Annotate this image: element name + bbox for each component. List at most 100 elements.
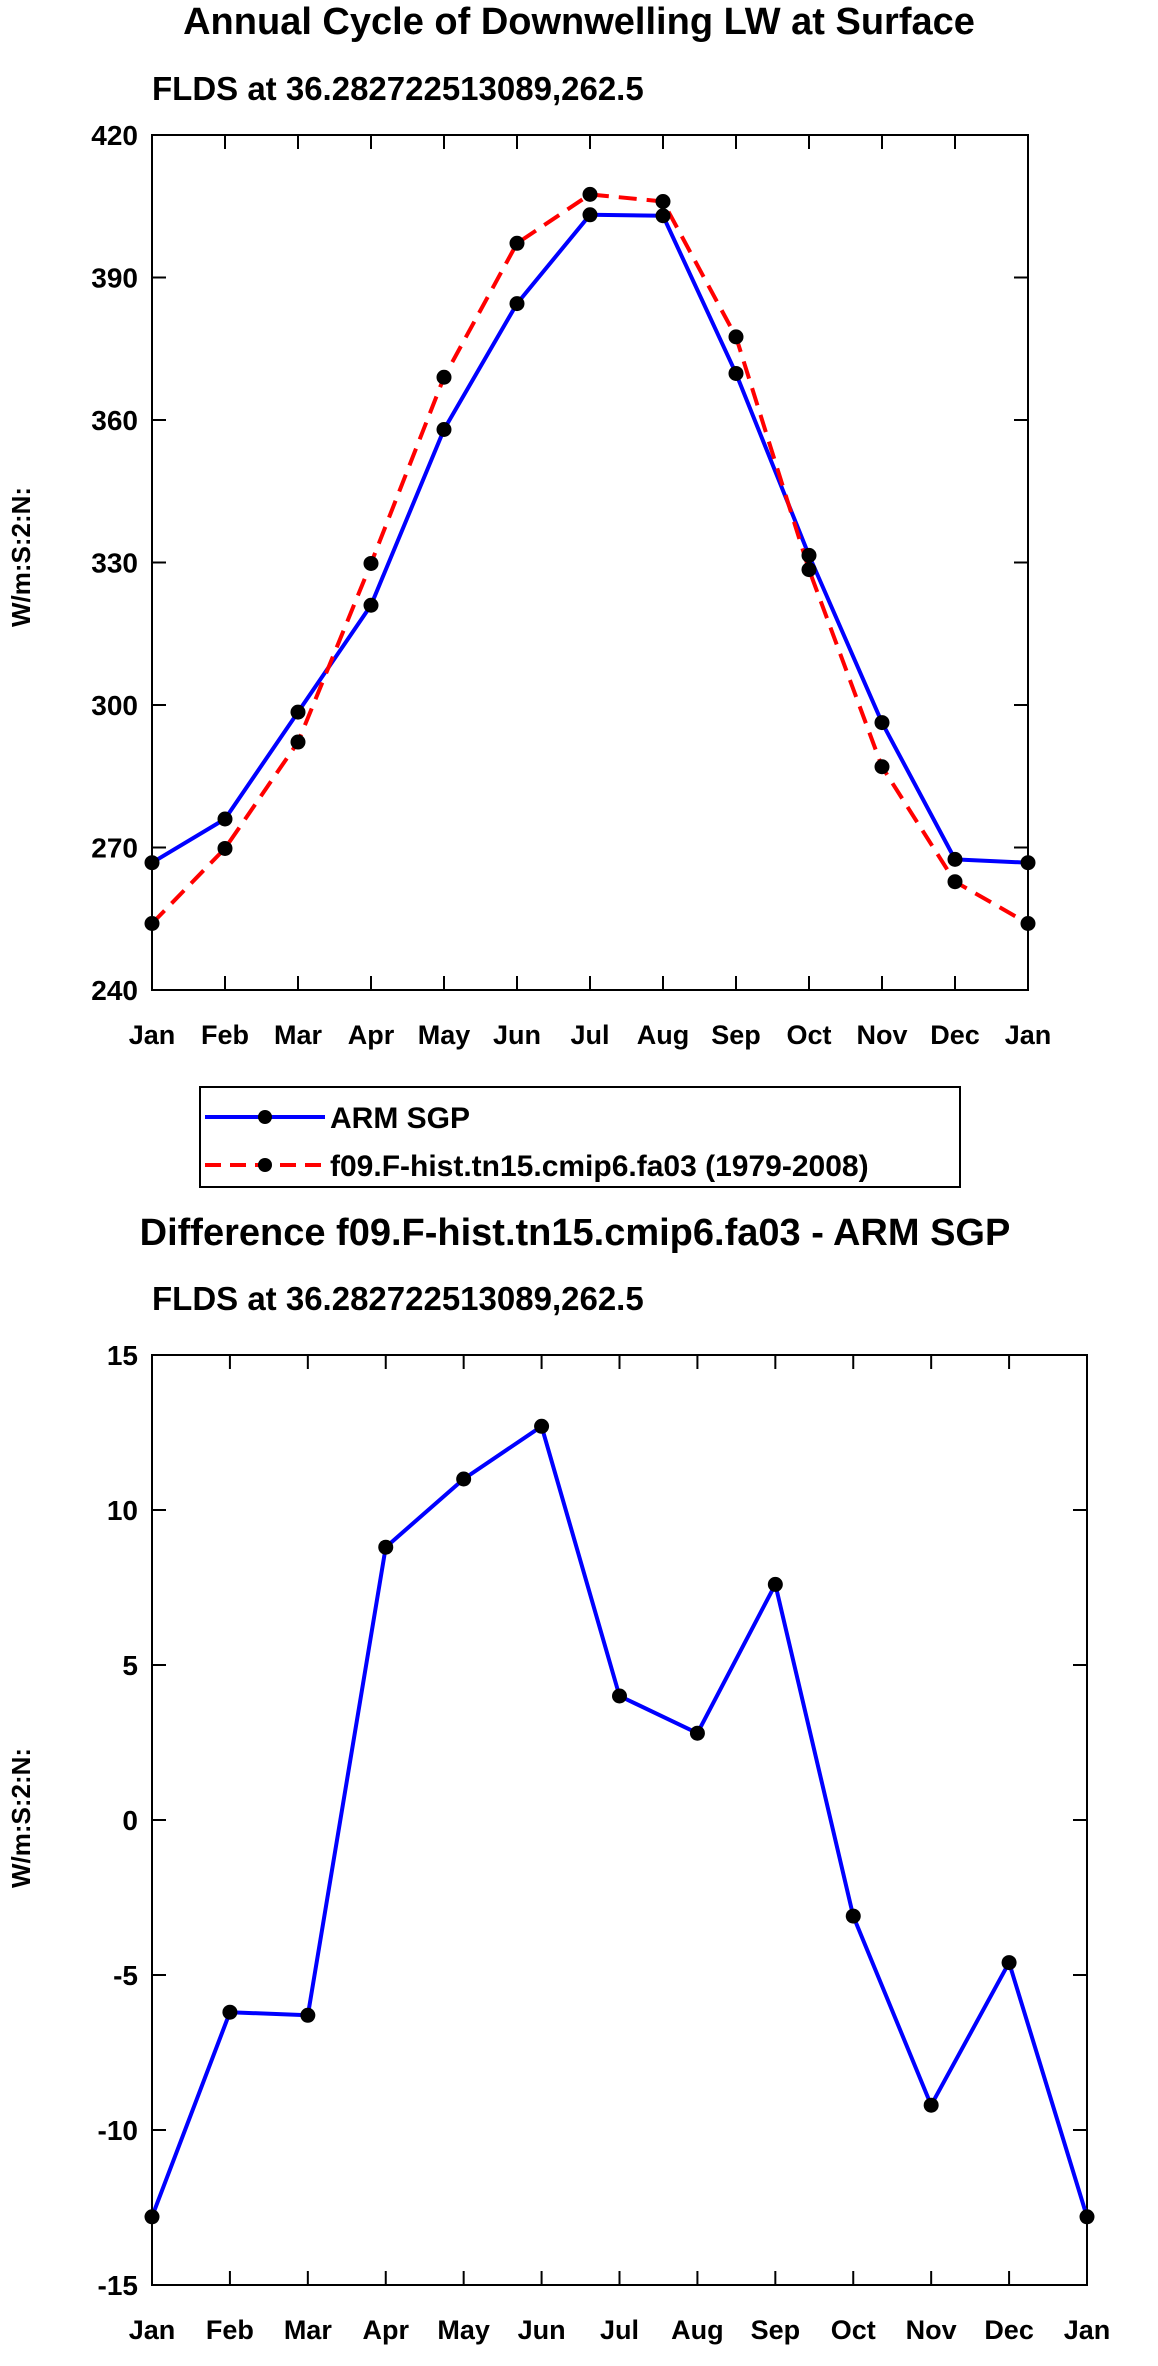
bottom-chart-series-0-point <box>378 1539 394 1555</box>
bottom-chart-series-0-point <box>689 1725 705 1741</box>
legend-box <box>199 1086 961 1188</box>
bottom-chart-xtick-label: Jul <box>600 2315 639 2345</box>
top-chart-ytick-label: 240 <box>91 975 138 1006</box>
bottom-chart-frame <box>151 1354 1088 2286</box>
bottom-chart-series-0-point <box>222 2004 238 2020</box>
top-chart-series-0-point <box>582 207 598 223</box>
bottom-chart-xtick-label: Mar <box>284 2315 333 2345</box>
bottom-chart-xtick-label: Feb <box>206 2315 254 2345</box>
bottom-chart-subtitle: FLDS at 36.282722513089,262.5 <box>152 1280 644 1317</box>
bottom-chart-series-0-point <box>845 1908 861 1924</box>
legend-model-label: f09.F-hist.tn15.cmip6.fa03 (1979-2008) <box>330 1150 869 1183</box>
top-chart-xtick-label: Sep <box>711 1020 761 1050</box>
top-chart-ytick-label: 360 <box>91 405 138 436</box>
bottom-chart-series-0-point <box>767 1576 783 1592</box>
bottom-chart-axes: 15 10 5 0 -5 -10 -15 Jan Feb Mar Apr May Jun Jul Aug Se… <box>98 1340 1111 2345</box>
top-chart-series-1-point <box>1020 916 1036 931</box>
bottom-chart-title: Difference f09.F-hist.tn15.cmip6.fa03 - … <box>140 1212 1011 1254</box>
top-chart-series-0-point <box>436 422 452 437</box>
top-chart-legend: ARM SGP f09.F-hist.tn15.cmip6.fa03 (1979… <box>199 1086 961 1188</box>
top-chart-series-0-point <box>363 597 379 613</box>
top-chart-xtick-label: Jun <box>493 1020 541 1050</box>
top-chart-series-0-point <box>947 851 963 867</box>
top-chart-series-0-point <box>801 547 817 563</box>
top-chart-series-1-point <box>947 874 963 890</box>
top-chart-series-1-point <box>655 194 671 209</box>
bottom-chart-xtick-label: Jan <box>1064 2315 1111 2345</box>
top-chart-frame <box>151 134 1029 991</box>
top-chart-subtitle: FLDS at 36.282722513089,262.5 <box>152 70 644 107</box>
bottom-chart-ytick-label: 15 <box>107 1340 138 1371</box>
top-chart-ytick-label: 300 <box>91 690 138 721</box>
top-chart-xtick-label: Nov <box>856 1020 907 1050</box>
legend-model-marker <box>258 1158 272 1172</box>
bottom-chart-xtick-label: Dec <box>984 2315 1034 2345</box>
top-chart-series-0-point <box>655 208 671 224</box>
top-chart-series-1-point <box>363 555 379 571</box>
legend-arm-marker <box>258 1110 272 1124</box>
top-chart-series-1-point <box>582 186 598 202</box>
bottom-chart-xtick-label: Oct <box>831 2315 876 2345</box>
top-chart-xtick-label: Mar <box>274 1020 323 1050</box>
top-chart-series-0-point <box>1020 855 1036 871</box>
top-chart-series-1-line <box>150 192 1029 926</box>
top-chart-xtick-label: May <box>418 1020 471 1050</box>
top-chart-series-1-point <box>144 916 160 931</box>
top-chart-series-0-point <box>728 365 744 381</box>
bottom-chart-xtick-label: Jun <box>518 2315 566 2345</box>
top-chart-xtick-label: Apr <box>348 1020 395 1050</box>
bottom-chart-ytick-label: 10 <box>107 1495 138 1526</box>
bottom-chart-ylabel: W/m:S:2:N: <box>6 1748 36 1888</box>
bottom-chart-xtick-label: Nov <box>906 2315 957 2345</box>
legend-arm-label: ARM SGP <box>330 1102 470 1135</box>
bottom-chart-xtick-label: May <box>437 2315 490 2345</box>
bottom-chart-series-0-point <box>144 2209 160 2225</box>
bottom-chart-ytick-label: -10 <box>98 2115 138 2146</box>
top-chart-series-1-point <box>436 369 452 385</box>
top-chart-xtick-label: Dec <box>930 1020 980 1050</box>
bottom-chart-ytick-label: -5 <box>113 1960 138 1991</box>
bottom-chart-xtick-label: Aug <box>671 2315 723 2345</box>
top-chart-plot <box>144 186 1036 931</box>
top-chart-ylabel: W/m:S:2:N: <box>6 487 36 627</box>
top-chart-series-1-point <box>728 329 744 345</box>
top-chart-series-0-point <box>509 296 525 312</box>
bottom-chart-xtick-label: Jan <box>129 2315 176 2345</box>
top-chart-ytick-label: 270 <box>91 833 138 864</box>
top-chart-ytick-label: 330 <box>91 548 138 579</box>
top-chart-axes: 420 390 360 330 300 270 240 Jan Feb Mar Apr May Jun J… <box>91 120 1051 1050</box>
top-chart-xtick-label: Oct <box>786 1020 831 1050</box>
bottom-chart-series-0-line <box>150 1424 1089 2218</box>
bottom-chart-series-0-point <box>1079 2209 1095 2225</box>
top-chart-xtick-label: Aug <box>637 1020 689 1050</box>
bottom-chart-ytick-label: 5 <box>122 1650 138 1681</box>
top-chart-series-0-point <box>290 704 306 720</box>
top-chart-series-1-point <box>290 734 306 750</box>
top-chart-series-1-point <box>217 840 233 856</box>
bottom-chart-plot <box>144 1418 1095 2225</box>
bottom-chart-series-0-point <box>534 1418 550 1434</box>
top-chart-title: Annual Cycle of Downwelling LW at Surfac… <box>183 1 975 43</box>
bottom-chart-ytick-label: -15 <box>98 2270 138 2301</box>
bottom-chart-series-0-point <box>300 2007 316 2023</box>
bottom-chart-ytick-label: 0 <box>122 1805 138 1836</box>
top-chart-series-1-point <box>874 759 890 775</box>
top-chart-xtick-label: Jan <box>1005 1020 1052 1050</box>
top-chart-ytick-label: 420 <box>91 120 138 151</box>
top-chart-series-0-point <box>217 811 233 827</box>
bottom-chart-series-0-point <box>612 1688 627 1704</box>
top-chart-xtick-label: Jul <box>570 1020 609 1050</box>
top-chart-xtick-label: Feb <box>201 1020 249 1050</box>
top-chart-series-1-point <box>509 235 525 251</box>
top-chart-series-0-point <box>144 855 160 871</box>
bottom-chart-xtick-label: Sep <box>751 2315 801 2345</box>
bottom-chart-xtick-label: Apr <box>363 2315 410 2345</box>
top-chart-series-0-point <box>874 715 890 731</box>
bottom-chart-series-0-point <box>456 1471 472 1487</box>
top-chart-xtick-label: Jan <box>129 1020 176 1050</box>
bottom-chart-series-0-point <box>1001 1955 1017 1971</box>
top-chart-ytick-label: 390 <box>91 263 138 294</box>
bottom-chart-series-0-point <box>923 2097 939 2113</box>
top-chart-series-1-point <box>801 562 817 578</box>
